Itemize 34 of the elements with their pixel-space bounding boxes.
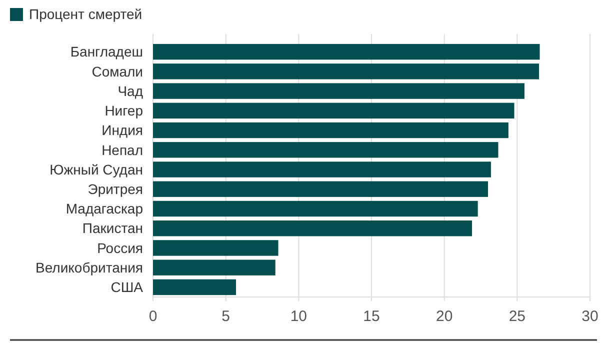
x-tick-label: 10 [290, 308, 308, 325]
legend-label: Процент смертей [29, 6, 142, 22]
y-tick-label: Великобритания [35, 259, 143, 276]
x-tick-label: 15 [363, 308, 380, 325]
y-tick-label: Эритрея [88, 181, 143, 198]
y-tick-label: Чад [118, 82, 143, 99]
y-tick-label: США [110, 279, 144, 296]
bar [153, 240, 278, 256]
bar [153, 122, 508, 138]
bar [153, 83, 524, 99]
y-tick-label: Бангладеш [70, 44, 143, 60]
bar [153, 220, 472, 236]
y-tick-label: Пакистан [82, 220, 143, 236]
bar [153, 44, 540, 60]
x-tick-label: 0 [148, 308, 158, 325]
x-tick-label: 5 [222, 308, 230, 325]
y-tick-label: Южный Судан [50, 161, 143, 178]
bar [153, 260, 276, 276]
y-tick-label: Нигер [104, 102, 144, 119]
bar [153, 200, 478, 217]
y-tick-label: Мадагаскар [66, 200, 144, 217]
bar [153, 102, 514, 118]
x-tick-label: 25 [508, 308, 526, 325]
x-tick-label: 30 [582, 308, 598, 325]
bar [153, 64, 540, 80]
x-tick-label: 20 [436, 308, 453, 325]
y-tick-label: Сомали [92, 63, 143, 80]
y-tick-label: Индия [102, 122, 143, 138]
bar [153, 162, 491, 178]
bar [153, 181, 488, 197]
bar [153, 142, 498, 158]
y-tick-label: Россия [97, 240, 143, 256]
y-tick-label: Непал [102, 142, 143, 158]
bar [153, 279, 236, 296]
